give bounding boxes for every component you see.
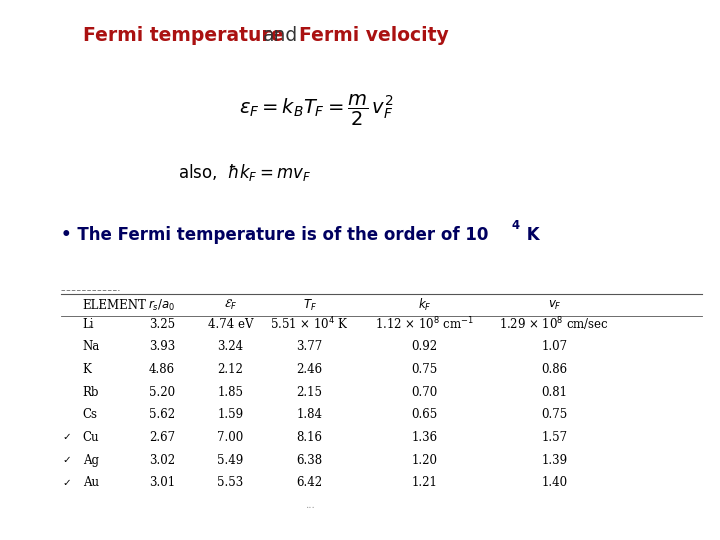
Text: 4.74 eV: 4.74 eV <box>207 318 253 330</box>
Text: 4.86: 4.86 <box>149 363 175 376</box>
Text: 1.12 × 10$^8$ cm$^{-1}$: 1.12 × 10$^8$ cm$^{-1}$ <box>375 316 474 332</box>
Text: 7.00: 7.00 <box>217 431 243 444</box>
Text: 0.86: 0.86 <box>541 363 567 376</box>
Text: 3.24: 3.24 <box>217 340 243 353</box>
Text: $\varepsilon_F = k_B T_F = \dfrac{m}{2}\,v_F^2$: $\varepsilon_F = k_B T_F = \dfrac{m}{2}\… <box>240 93 394 128</box>
Text: 0.75: 0.75 <box>412 363 438 376</box>
Text: $r_s/a_0$: $r_s/a_0$ <box>148 298 176 313</box>
Text: 5.51 × 10$^4$ K: 5.51 × 10$^4$ K <box>270 316 349 332</box>
Text: 1.07: 1.07 <box>541 340 567 353</box>
Text: • The Fermi temperature is of the order of 10: • The Fermi temperature is of the order … <box>61 226 489 244</box>
Text: 0.81: 0.81 <box>541 386 567 399</box>
Text: 5.62: 5.62 <box>149 408 175 421</box>
Text: ✓: ✓ <box>63 455 71 465</box>
Text: 0.75: 0.75 <box>541 408 567 421</box>
Text: also,  $\hbar k_F = mv_F$: also, $\hbar k_F = mv_F$ <box>179 163 311 183</box>
Text: 1.84: 1.84 <box>297 408 323 421</box>
Text: 1.20: 1.20 <box>412 454 438 467</box>
Text: 0.92: 0.92 <box>412 340 438 353</box>
Text: 3.25: 3.25 <box>149 318 175 330</box>
Text: and: and <box>263 25 298 45</box>
Text: K: K <box>83 363 91 376</box>
Text: Li: Li <box>83 318 94 330</box>
Text: ✓: ✓ <box>63 433 71 442</box>
Text: $T_F$: $T_F$ <box>302 298 317 313</box>
Text: 3.93: 3.93 <box>149 340 175 353</box>
Text: ...: ... <box>305 501 315 510</box>
Text: Fermi velocity: Fermi velocity <box>299 25 449 45</box>
Text: 5.53: 5.53 <box>217 476 243 489</box>
Text: 1.85: 1.85 <box>217 386 243 399</box>
Text: 1.39: 1.39 <box>541 454 567 467</box>
Text: 8.16: 8.16 <box>297 431 323 444</box>
Text: 0.70: 0.70 <box>412 386 438 399</box>
Text: $v_F$: $v_F$ <box>547 299 562 312</box>
Text: Fermi temperature: Fermi temperature <box>83 25 283 45</box>
Text: 5.20: 5.20 <box>149 386 175 399</box>
Text: 2.46: 2.46 <box>297 363 323 376</box>
Text: 1.57: 1.57 <box>541 431 567 444</box>
Text: 2.15: 2.15 <box>297 386 323 399</box>
Text: Rb: Rb <box>83 386 99 399</box>
Text: ELEMENT: ELEMENT <box>83 299 147 312</box>
Text: 2.67: 2.67 <box>149 431 175 444</box>
Text: 6.38: 6.38 <box>297 454 323 467</box>
Text: ✓: ✓ <box>63 478 71 488</box>
Text: 1.36: 1.36 <box>412 431 438 444</box>
Text: 5.49: 5.49 <box>217 454 243 467</box>
Text: Ag: Ag <box>83 454 99 467</box>
Text: Cu: Cu <box>83 431 99 444</box>
Text: 3.77: 3.77 <box>297 340 323 353</box>
Text: 1.29 × 10$^8$ cm/sec: 1.29 × 10$^8$ cm/sec <box>500 315 609 333</box>
Text: 0.65: 0.65 <box>412 408 438 421</box>
Text: $\mathcal{E}_F$: $\mathcal{E}_F$ <box>224 298 237 312</box>
Text: 6.42: 6.42 <box>297 476 323 489</box>
Text: 1.59: 1.59 <box>217 408 243 421</box>
Text: 3.01: 3.01 <box>149 476 175 489</box>
Text: 1.21: 1.21 <box>412 476 438 489</box>
Text: 2.12: 2.12 <box>217 363 243 376</box>
Text: $k_F$: $k_F$ <box>418 297 431 313</box>
Text: Au: Au <box>83 476 99 489</box>
Text: 4: 4 <box>511 219 519 232</box>
Text: 1.40: 1.40 <box>541 476 567 489</box>
Text: Na: Na <box>83 340 100 353</box>
Text: Cs: Cs <box>83 408 98 421</box>
Text: K: K <box>521 226 539 244</box>
Text: 3.02: 3.02 <box>149 454 175 467</box>
